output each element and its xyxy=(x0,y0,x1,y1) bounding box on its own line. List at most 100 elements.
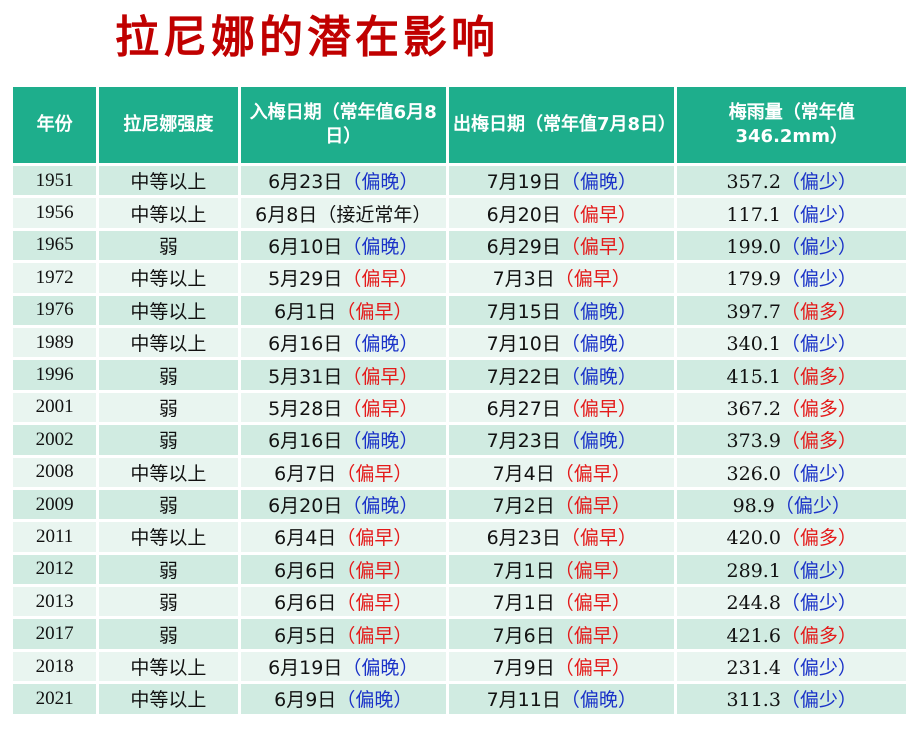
strength-cell: 弱 xyxy=(99,230,238,261)
year-cell: 2001 xyxy=(13,392,97,423)
plum-rainfall-cell: 421.6（偏多） xyxy=(677,619,906,649)
rainfall-note: （偏少） xyxy=(774,495,851,518)
start-date: 5月28日 xyxy=(268,397,343,420)
rainfall-value: 340.1 xyxy=(726,333,781,356)
rainfall-note: （偏少） xyxy=(780,689,857,712)
plum-rainfall-cell: 117.1（偏少） xyxy=(677,198,906,228)
year-value: 2009 xyxy=(35,493,74,515)
start-date: 6月1日 xyxy=(274,300,337,323)
table-row: 1951 中等以上 6月23日（偏晚） 7月19日（偏晚） 357.2（偏少） xyxy=(13,166,906,196)
rainfall-note: （偏多） xyxy=(780,624,857,647)
rainfall-value: 289.1 xyxy=(726,559,781,582)
plum-rain-end-cell: 6月29日（偏早） xyxy=(448,230,675,261)
plum-rain-start-cell: 5月29日（偏早） xyxy=(240,263,446,293)
rainfall-value: 231.4 xyxy=(726,657,781,680)
end-date: 7月6日 xyxy=(492,624,555,647)
table-row: 2002 弱 6月16日（偏晚） 7月23日（偏晚） 373.9（偏多） xyxy=(13,425,906,455)
table-row: 1989 中等以上 6月16日（偏晚） 7月10日（偏晚） 340.1（偏少） xyxy=(13,327,906,358)
year-cell: 2002 xyxy=(13,425,97,455)
end-date: 7月2日 xyxy=(492,495,555,518)
strength-value: 弱 xyxy=(158,430,178,453)
rainfall-value: 117.1 xyxy=(726,203,781,226)
start-note: （偏早） xyxy=(336,527,413,550)
plum-rain-end-cell: 7月9日（偏早） xyxy=(448,651,675,682)
rainfall-note: （偏少） xyxy=(780,203,857,226)
year-value: 1965 xyxy=(35,234,74,256)
start-note: （偏晚） xyxy=(342,657,419,680)
table-row: 2011 中等以上 6月4日（偏早） 6月23日（偏早） 420.0（偏多） xyxy=(13,522,906,552)
end-note: （偏晚） xyxy=(560,365,637,388)
end-note: （偏早） xyxy=(560,397,637,420)
start-date: 6月16日 xyxy=(268,333,343,356)
plum-rain-end-cell: 7月10日（偏晚） xyxy=(448,327,675,358)
year-cell: 2012 xyxy=(13,554,97,585)
end-note: （偏早） xyxy=(560,203,637,226)
start-note: （偏晚） xyxy=(342,171,419,194)
plum-rain-end-cell: 7月19日（偏晚） xyxy=(448,166,675,196)
year-value: 2017 xyxy=(35,623,74,645)
plum-rain-end-cell: 6月27日（偏早） xyxy=(448,392,675,423)
year-cell: 2008 xyxy=(13,457,97,487)
plum-rain-end-cell: 7月11日（偏晚） xyxy=(448,684,675,714)
strength-cell: 中等以上 xyxy=(99,166,238,196)
plum-rainfall-cell: 397.7（偏多） xyxy=(677,295,906,325)
plum-rain-start-cell: 6月10日（偏晚） xyxy=(240,230,446,261)
plum-rain-end-cell: 7月1日（偏早） xyxy=(448,554,675,585)
strength-cell: 弱 xyxy=(99,619,238,649)
start-note: （偏早） xyxy=(342,268,419,291)
end-date: 6月20日 xyxy=(486,203,561,226)
start-date: 6月16日 xyxy=(268,430,343,453)
strength-cell: 中等以上 xyxy=(99,327,238,358)
strength-cell: 中等以上 xyxy=(99,457,238,487)
plum-rain-start-cell: 6月9日（偏晚） xyxy=(240,684,446,714)
year-value: 1976 xyxy=(35,299,74,321)
plum-rain-start-cell: 6月23日（偏晚） xyxy=(240,166,446,196)
strength-cell: 弱 xyxy=(99,392,238,423)
start-date: 6月6日 xyxy=(274,592,337,615)
strength-value: 弱 xyxy=(158,365,178,388)
plum-rain-start-cell: 6月16日（偏晚） xyxy=(240,327,446,358)
end-date: 6月27日 xyxy=(486,397,561,420)
year-value: 2021 xyxy=(35,687,74,709)
plum-rain-start-cell: 5月31日（偏早） xyxy=(240,360,446,390)
plum-rain-end-cell: 6月20日（偏早） xyxy=(448,198,675,228)
plum-rainfall-cell: 357.2（偏少） xyxy=(677,166,906,196)
start-note: （偏早） xyxy=(336,592,413,615)
start-date: 6月8日 xyxy=(255,203,318,226)
table-body: 1951 中等以上 6月23日（偏晚） 7月19日（偏晚） 357.2（偏少） 1956 中… xyxy=(13,166,906,714)
end-date: 7月19日 xyxy=(486,171,561,194)
start-note: （偏晚） xyxy=(336,689,413,712)
plum-rain-start-cell: 6月1日（偏早） xyxy=(240,295,446,325)
start-note: （偏晚） xyxy=(342,333,419,356)
rainfall-value: 373.9 xyxy=(726,430,781,453)
strength-value: 弱 xyxy=(158,624,178,647)
plum-rain-start-cell: 6月7日（偏早） xyxy=(240,457,446,487)
start-note: （偏早） xyxy=(336,300,413,323)
rainfall-value: 311.3 xyxy=(726,689,781,712)
strength-cell: 中等以上 xyxy=(99,198,238,228)
end-date: 7月1日 xyxy=(492,592,555,615)
end-note: （偏晚） xyxy=(560,430,637,453)
year-cell: 1965 xyxy=(13,230,97,261)
start-date: 6月6日 xyxy=(274,559,337,582)
plum-rainfall-cell: 415.1（偏多） xyxy=(677,360,906,390)
table-row: 2018 中等以上 6月19日（偏晚） 7月9日（偏早） 231.4（偏少） xyxy=(13,651,906,682)
plum-rainfall-cell: 289.1（偏少） xyxy=(677,554,906,585)
plum-rainfall-cell: 244.8（偏少） xyxy=(677,587,906,617)
end-note: （偏早） xyxy=(554,268,631,291)
start-date: 6月20日 xyxy=(268,495,343,518)
plum-rain-start-cell: 6月20日（偏晚） xyxy=(240,489,446,520)
plum-rain-start-cell: 6月16日（偏晚） xyxy=(240,425,446,455)
rainfall-note: （偏少） xyxy=(780,268,857,291)
year-value: 1956 xyxy=(35,202,74,224)
start-date: 6月7日 xyxy=(274,462,337,485)
end-date: 7月22日 xyxy=(486,365,561,388)
plum-rain-end-cell: 6月23日（偏早） xyxy=(448,522,675,552)
plum-rainfall-cell: 199.0（偏少） xyxy=(677,230,906,261)
rainfall-value: 326.0 xyxy=(726,462,781,485)
start-note: （偏早） xyxy=(336,624,413,647)
year-cell: 1951 xyxy=(13,166,97,196)
strength-cell: 中等以上 xyxy=(99,295,238,325)
start-date: 6月9日 xyxy=(274,689,337,712)
strength-value: 弱 xyxy=(158,397,178,420)
